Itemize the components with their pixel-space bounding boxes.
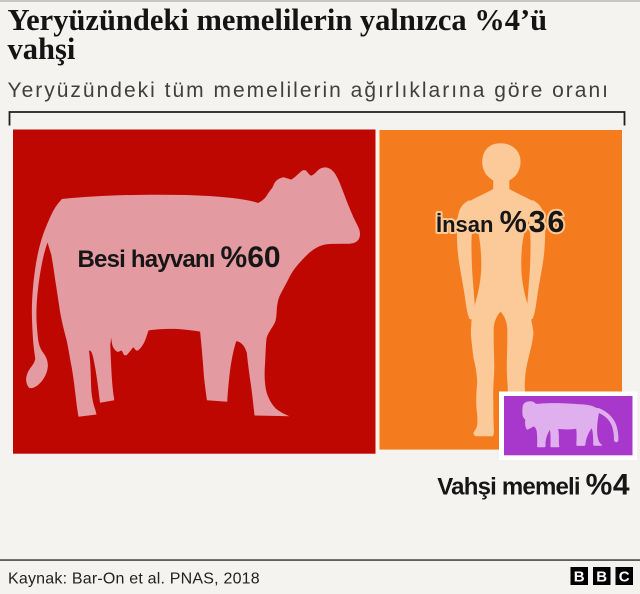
svg-text:Vahşi memeli %4: Vahşi memeli %4 [437, 469, 630, 502]
svg-text:Yeryüzündeki tüm memelilerin a: Yeryüzündeki tüm memelilerin ağırlıkları… [8, 79, 610, 102]
svg-text:B: B [574, 569, 585, 586]
svg-text:C: C [619, 569, 630, 586]
svg-text:B: B [596, 569, 607, 586]
svg-text:Besi hayvanı %60: Besi hayvanı %60 [78, 241, 281, 274]
svg-text:Kaynak: Bar-On et al. PNAS, 20: Kaynak: Bar-On et al. PNAS, 2018 [8, 571, 260, 588]
